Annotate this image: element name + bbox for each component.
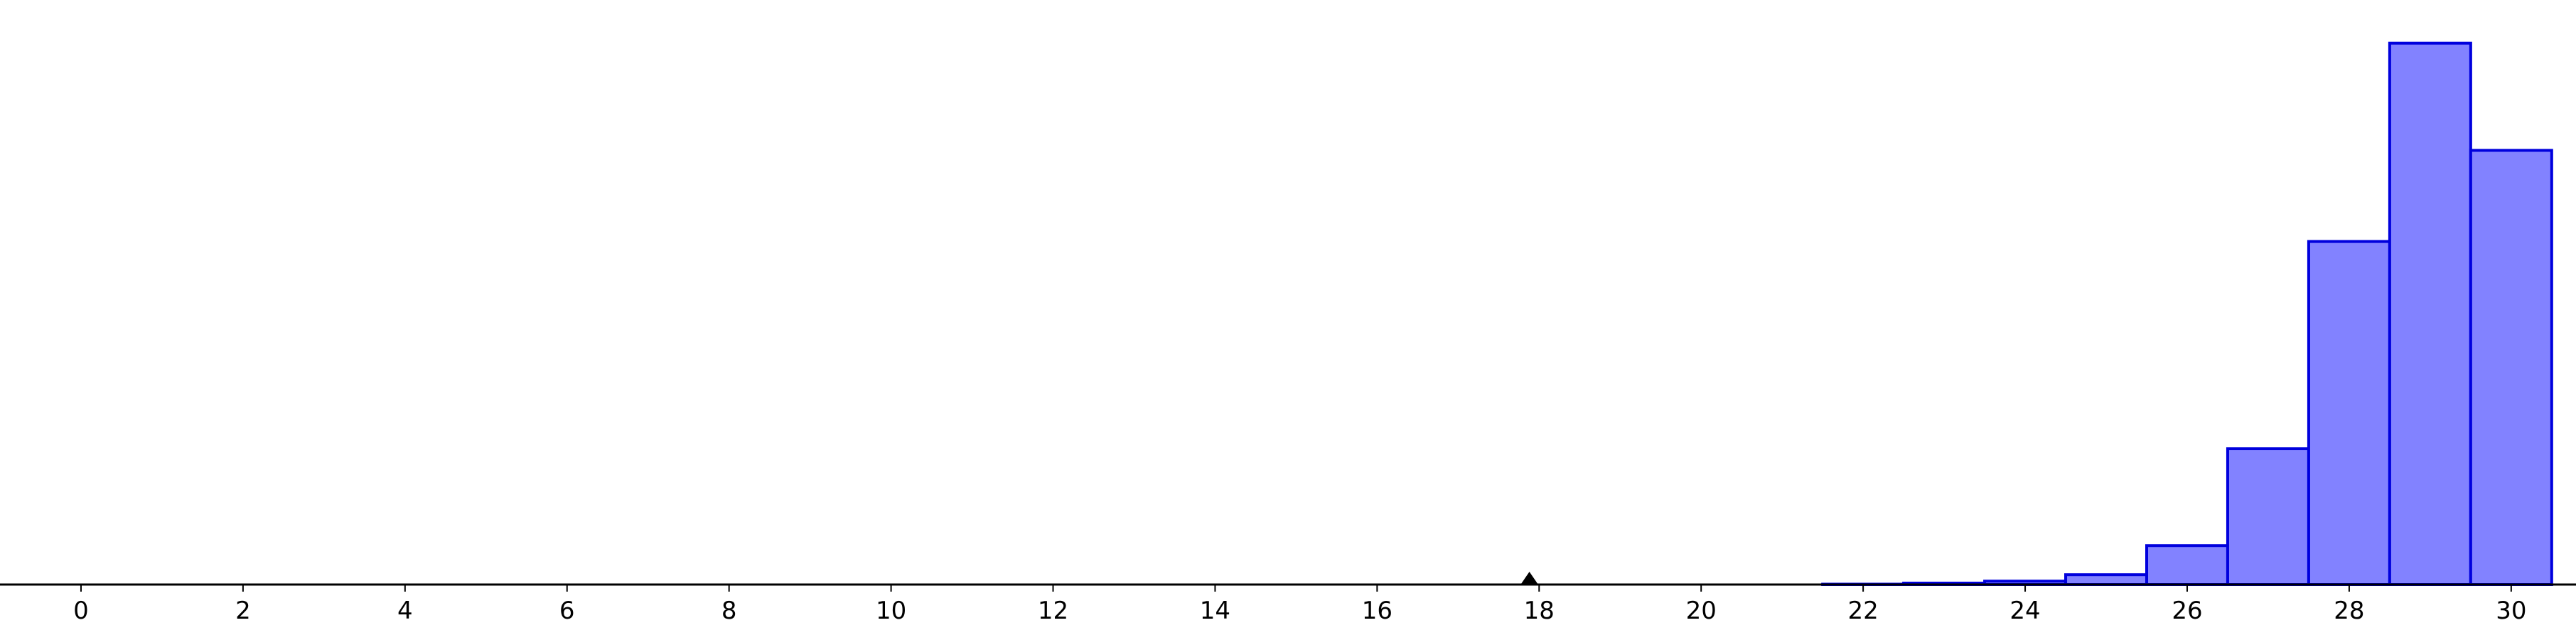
x-tick-label: 10	[876, 597, 906, 625]
x-tick-label: 28	[2334, 597, 2364, 625]
x-tick-label: 18	[1524, 597, 1555, 625]
x-tick-label: 0	[73, 597, 89, 625]
x-axis: 0 2 4 6 8 10 12 14 16 18 20 22 24 26 28 30	[0, 583, 2576, 625]
mean-marker-triangle	[1520, 572, 1539, 585]
histogram-bar-28	[2307, 240, 2391, 586]
histogram-bar-27	[2226, 447, 2310, 586]
x-tick-label: 30	[2496, 597, 2526, 625]
x-tick-label: 8	[721, 597, 737, 625]
x-tick-label: 12	[1038, 597, 1068, 625]
x-tick-label: 24	[2009, 597, 2040, 625]
histogram-bar-26	[2145, 544, 2229, 586]
x-tick-label: 6	[559, 597, 575, 625]
x-tick-label: 22	[1847, 597, 1878, 625]
x-tick-label: 2	[235, 597, 251, 625]
x-tick-label: 16	[1362, 597, 1392, 625]
histogram-bar-25	[2064, 573, 2149, 587]
x-tick-label: 26	[2172, 597, 2202, 625]
x-tick-label: 4	[397, 597, 413, 625]
x-tick-label: 14	[1200, 597, 1230, 625]
histogram-bar-29	[2388, 41, 2472, 586]
x-tick-label: 20	[1686, 597, 1717, 625]
bars-layer	[1821, 41, 2553, 587]
marker-layer	[1520, 572, 1539, 585]
histogram-bar-30	[2469, 149, 2553, 586]
